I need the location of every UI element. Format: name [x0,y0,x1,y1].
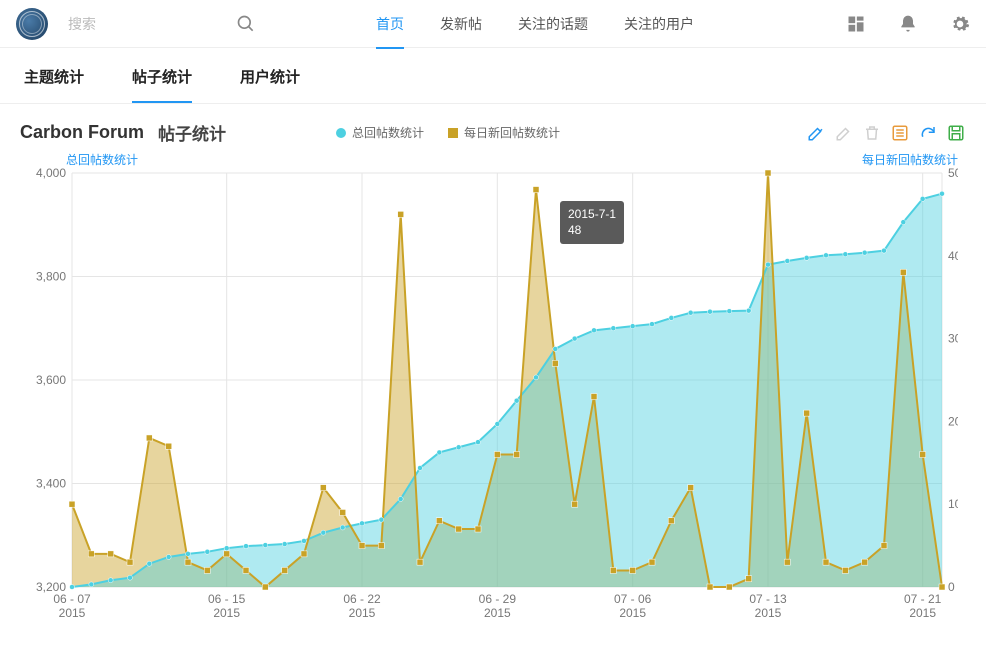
svg-text:2015: 2015 [909,606,936,620]
svg-text:2015: 2015 [619,606,646,620]
svg-text:4,000: 4,000 [36,166,66,180]
nav-item[interactable]: 首页 [376,0,404,48]
panel-header: Carbon Forum 帖子统计 总回帖数统计 每日新回帖数统计 [20,120,966,145]
gear-icon[interactable] [950,14,970,34]
right-axis-title: 每日新回帖数统计 [862,151,958,168]
edit-disabled-icon[interactable] [834,123,854,143]
dashboard-icon[interactable] [846,14,866,34]
svg-text:10: 10 [948,497,958,511]
svg-text:06 - 07: 06 - 07 [53,592,91,606]
svg-text:3,400: 3,400 [36,477,66,491]
chart-area: 总回帖数统计 每日新回帖数统计 3,2003,4003,6003,8004,00… [20,151,966,626]
svg-text:07 - 06: 07 - 06 [614,592,652,606]
svg-text:07 - 21: 07 - 21 [904,592,942,606]
refresh-icon[interactable] [918,123,938,143]
stats-tab[interactable]: 用户统计 [240,66,300,103]
chart-tooltip: 2015-7-1 48 [560,201,624,244]
stats-tab[interactable]: 帖子统计 [132,66,192,103]
logo[interactable] [16,8,48,40]
stats-tab[interactable]: 主题统计 [24,66,84,103]
svg-text:06 - 22: 06 - 22 [343,592,381,606]
main-nav: 首页发新帖关注的话题关注的用户 [376,0,846,48]
stats-chart[interactable]: 3,2003,4003,6003,8004,0000102030405006 -… [20,151,958,621]
save-icon[interactable] [946,123,966,143]
chart-panel: Carbon Forum 帖子统计 总回帖数统计每日新回帖数统计 总回帖数统计 … [0,104,986,642]
svg-text:50: 50 [948,166,958,180]
chart-toolbar [806,123,966,143]
svg-text:20: 20 [948,414,958,428]
svg-text:40: 40 [948,249,958,263]
nav-item[interactable]: 发新帖 [440,0,482,48]
nav-item[interactable]: 关注的用户 [624,0,694,48]
svg-text:30: 30 [948,332,958,346]
svg-text:06 - 29: 06 - 29 [479,592,517,606]
svg-text:2015: 2015 [213,606,240,620]
nav-item[interactable]: 关注的话题 [518,0,588,48]
chart-legend: 总回帖数统计 每日新回帖数统计 [336,124,560,141]
svg-text:2015: 2015 [755,606,782,620]
topbar: 搜索 首页发新帖关注的话题关注的用户 [0,0,986,48]
svg-text:3,600: 3,600 [36,373,66,387]
legend-item[interactable]: 每日新回帖数统计 [448,124,560,141]
topbar-actions [846,14,970,34]
svg-text:2015: 2015 [59,606,86,620]
svg-text:2015: 2015 [484,606,511,620]
svg-text:07 - 13: 07 - 13 [749,592,787,606]
panel-title: Carbon Forum [20,122,144,143]
svg-text:2015: 2015 [349,606,376,620]
legend-item[interactable]: 总回帖数统计 [336,124,424,141]
list-icon[interactable] [890,123,910,143]
search-input[interactable]: 搜索 [68,14,96,34]
svg-text:3,800: 3,800 [36,270,66,284]
panel-subtitle: 帖子统计 [158,120,226,145]
edit-icon[interactable] [806,123,826,143]
bell-icon[interactable] [898,14,918,34]
trash-icon[interactable] [862,123,882,143]
svg-text:06 - 15: 06 - 15 [208,592,246,606]
search-icon[interactable] [236,14,256,34]
stats-tabs: 主题统计 帖子统计 用户统计 [0,48,986,104]
svg-text:0: 0 [948,580,955,594]
left-axis-title: 总回帖数统计 [66,151,138,168]
